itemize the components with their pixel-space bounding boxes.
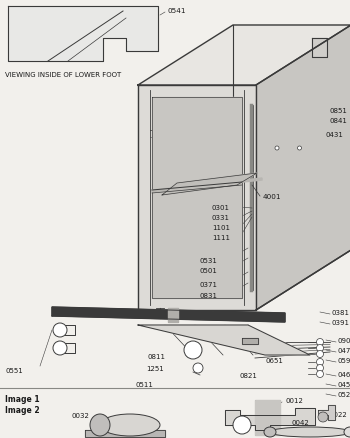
Polygon shape xyxy=(85,430,165,437)
Circle shape xyxy=(316,358,323,365)
Circle shape xyxy=(275,146,279,150)
Polygon shape xyxy=(168,308,178,322)
Text: 0831: 0831 xyxy=(200,293,218,299)
Circle shape xyxy=(53,323,67,337)
Circle shape xyxy=(233,416,251,434)
Polygon shape xyxy=(138,85,256,310)
Bar xyxy=(280,79,294,97)
Text: 0331: 0331 xyxy=(212,215,230,221)
Ellipse shape xyxy=(100,414,160,436)
Text: 0042: 0042 xyxy=(292,420,310,426)
Text: 0541: 0541 xyxy=(168,8,187,14)
Text: 0651: 0651 xyxy=(265,358,283,364)
Text: 0461: 0461 xyxy=(338,372,350,378)
Polygon shape xyxy=(138,25,350,85)
Text: 0821: 0821 xyxy=(240,373,258,379)
Circle shape xyxy=(193,363,203,373)
Polygon shape xyxy=(318,405,335,420)
Polygon shape xyxy=(242,338,258,344)
Text: 0551: 0551 xyxy=(6,368,24,374)
Polygon shape xyxy=(312,57,327,146)
Ellipse shape xyxy=(344,427,350,437)
Text: 0841: 0841 xyxy=(330,118,348,124)
Circle shape xyxy=(318,412,328,422)
Polygon shape xyxy=(152,97,242,298)
Text: 0381: 0381 xyxy=(332,310,350,316)
Text: 0851: 0851 xyxy=(330,108,348,114)
Circle shape xyxy=(316,350,323,357)
Text: 0371: 0371 xyxy=(200,282,218,288)
Text: 0591: 0591 xyxy=(338,358,350,364)
Polygon shape xyxy=(225,408,315,430)
Circle shape xyxy=(53,341,67,355)
Text: 0531: 0531 xyxy=(200,258,218,264)
Circle shape xyxy=(184,341,202,359)
Text: 0471: 0471 xyxy=(338,348,350,354)
Circle shape xyxy=(316,371,323,378)
Text: Image 1: Image 1 xyxy=(5,395,40,404)
Ellipse shape xyxy=(90,414,110,436)
Polygon shape xyxy=(162,173,257,195)
Circle shape xyxy=(316,364,323,371)
Text: 0811: 0811 xyxy=(148,354,166,360)
Polygon shape xyxy=(152,178,262,192)
Circle shape xyxy=(316,339,323,346)
Polygon shape xyxy=(52,307,285,322)
Text: 1101: 1101 xyxy=(212,225,230,231)
Text: Image 2: Image 2 xyxy=(5,406,40,415)
Ellipse shape xyxy=(264,427,276,437)
Polygon shape xyxy=(138,325,310,355)
Polygon shape xyxy=(8,6,158,61)
Text: 1111: 1111 xyxy=(212,235,230,241)
Text: 0431: 0431 xyxy=(326,132,344,138)
Text: 0501: 0501 xyxy=(200,268,218,274)
Polygon shape xyxy=(272,38,312,146)
Text: VIEWING INSIDE OF LOWER FOOT: VIEWING INSIDE OF LOWER FOOT xyxy=(5,72,121,78)
Text: 0451: 0451 xyxy=(338,382,350,388)
Polygon shape xyxy=(312,38,327,57)
Text: 4001: 4001 xyxy=(263,194,281,200)
Text: 0012: 0012 xyxy=(285,398,303,404)
Text: 0521: 0521 xyxy=(338,392,350,398)
Text: 0901: 0901 xyxy=(338,338,350,344)
Text: 1251: 1251 xyxy=(146,366,164,372)
Ellipse shape xyxy=(270,427,350,437)
Text: 0301: 0301 xyxy=(212,205,230,211)
Text: 0032: 0032 xyxy=(72,413,90,419)
Text: 0511: 0511 xyxy=(136,382,154,388)
Polygon shape xyxy=(255,400,280,435)
Polygon shape xyxy=(256,25,350,310)
Circle shape xyxy=(298,146,301,150)
Text: 0022: 0022 xyxy=(330,412,348,418)
Text: 0391: 0391 xyxy=(332,320,350,326)
Circle shape xyxy=(316,345,323,352)
